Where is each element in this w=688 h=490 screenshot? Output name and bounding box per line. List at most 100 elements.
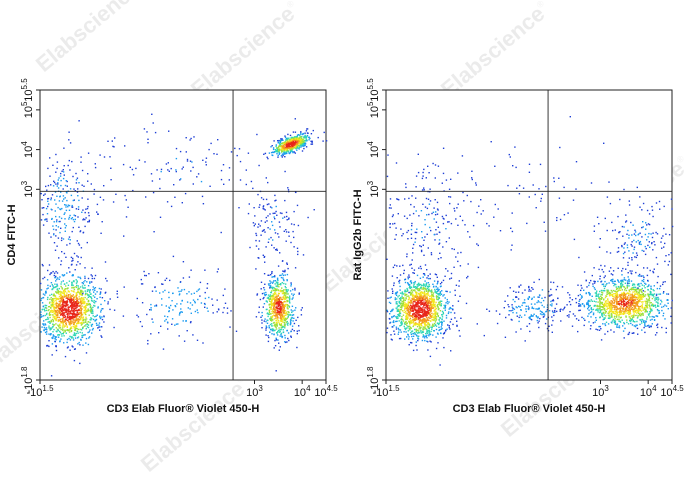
data-point: [192, 166, 194, 169]
data-point: [61, 288, 64, 290]
data-point: [87, 321, 90, 323]
data-point: [68, 313, 71, 315]
data-point: [427, 327, 430, 329]
data-point: [404, 306, 407, 308]
data-point: [56, 288, 59, 290]
data-point: [398, 310, 401, 312]
data-point: [258, 311, 260, 314]
data-point: [398, 301, 401, 303]
data-point: [433, 319, 436, 321]
data-point: [50, 236, 52, 238]
data-point: [604, 285, 606, 288]
data-point: [419, 295, 422, 297]
data-point: [84, 290, 86, 292]
data-point: [55, 299, 57, 302]
data-point: [636, 317, 639, 319]
data-point: [300, 132, 302, 134]
data-point: [395, 326, 398, 328]
data-point: [592, 313, 595, 316]
data-point: [437, 308, 440, 311]
data-point: [62, 171, 65, 173]
data-point: [422, 310, 424, 313]
data-point: [82, 299, 84, 301]
data-point: [51, 305, 53, 307]
data-point: [185, 151, 187, 153]
data-point: [638, 306, 641, 308]
data-point: [418, 321, 420, 324]
data-point: [425, 307, 427, 309]
data-point: [400, 304, 402, 306]
data-point: [423, 295, 425, 297]
data-point: [286, 143, 288, 145]
data-point: [408, 321, 411, 323]
data-point: [288, 231, 290, 233]
data-point: [288, 306, 291, 308]
data-point: [656, 293, 658, 295]
data-point: [645, 306, 648, 308]
data-point: [423, 322, 426, 324]
data-point: [69, 320, 72, 322]
data-point: [277, 281, 279, 284]
data-point: [428, 309, 430, 311]
data-point: [85, 217, 87, 219]
data-point: [40, 314, 42, 316]
data-point: [50, 321, 52, 323]
data-point: [403, 325, 405, 328]
data-point: [245, 169, 247, 171]
data-point: [275, 320, 277, 322]
data-point: [295, 136, 297, 138]
data-point: [282, 154, 284, 157]
data-point: [86, 241, 88, 244]
data-point: [397, 333, 399, 335]
data-point: [59, 331, 62, 334]
data-point: [55, 317, 57, 320]
data-point: [57, 187, 60, 189]
data-point: [179, 150, 182, 153]
data-point: [204, 306, 206, 308]
data-point: [391, 275, 394, 277]
data-point: [403, 304, 405, 306]
data-point: [435, 313, 437, 315]
data-point: [75, 326, 78, 328]
data-point: [416, 315, 419, 317]
data-point: [637, 311, 639, 313]
data-point: [420, 304, 422, 306]
data-point: [73, 214, 75, 216]
data-point: [54, 249, 57, 251]
data-point: [415, 302, 417, 304]
data-point: [150, 307, 152, 309]
data-point: [434, 303, 436, 305]
data-point: [276, 283, 278, 285]
data-point: [428, 333, 430, 336]
data-point: [65, 297, 67, 299]
data-point: [601, 315, 604, 318]
data-point: [78, 318, 81, 321]
data-point: [88, 290, 91, 292]
data-point: [162, 291, 164, 293]
data-point: [425, 292, 427, 295]
data-point: [45, 292, 47, 294]
data-point: [131, 168, 134, 171]
data-point: [79, 309, 81, 311]
data-point: [58, 200, 61, 202]
data-point: [73, 296, 76, 298]
data-point: [92, 327, 94, 330]
data-point: [651, 318, 653, 321]
data-point: [293, 151, 295, 153]
data-point: [420, 296, 423, 298]
data-point: [60, 294, 62, 296]
data-point: [103, 156, 106, 158]
data-point: [65, 304, 67, 307]
data-point: [75, 332, 77, 335]
data-point: [417, 289, 419, 291]
data-point: [269, 282, 271, 285]
data-point: [437, 282, 439, 284]
y-tick-label: 104: [20, 141, 35, 158]
data-point: [277, 339, 279, 341]
data-point: [63, 290, 65, 293]
data-point: [415, 344, 417, 347]
data-point: [439, 294, 441, 296]
data-point: [75, 305, 77, 308]
data-point: [417, 339, 419, 342]
data-point: [287, 289, 289, 291]
